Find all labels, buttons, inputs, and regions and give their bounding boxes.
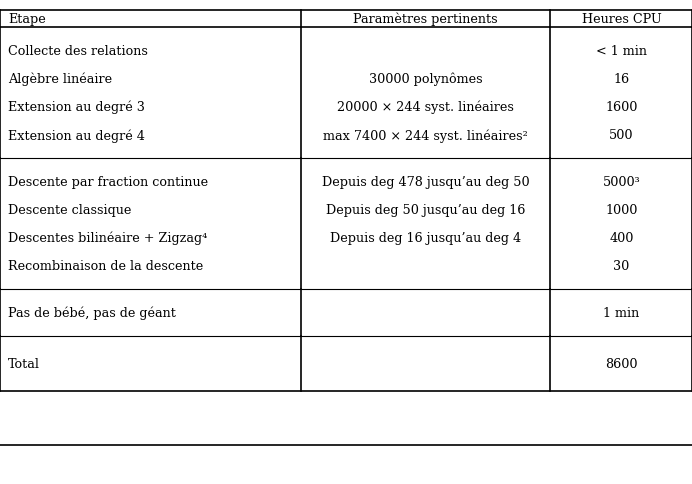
Text: Heures CPU: Heures CPU <box>581 13 662 26</box>
Text: 30000 polynômes: 30000 polynômes <box>369 73 482 86</box>
Text: Etape: Etape <box>8 13 46 26</box>
Text: Extension au degré 4: Extension au degré 4 <box>8 129 145 142</box>
Text: Extension au degré 3: Extension au degré 3 <box>8 101 145 114</box>
Text: Descente par fraction continue: Descente par fraction continue <box>8 176 208 188</box>
Text: Depuis deg 16 jusqu’au deg 4: Depuis deg 16 jusqu’au deg 4 <box>330 232 521 244</box>
Text: 5000³: 5000³ <box>603 176 640 188</box>
Text: 16: 16 <box>613 73 630 86</box>
Text: Depuis deg 478 jusqu’au deg 50: Depuis deg 478 jusqu’au deg 50 <box>322 176 529 188</box>
Text: Paramètres pertinents: Paramètres pertinents <box>354 13 498 26</box>
Text: 1600: 1600 <box>606 101 637 114</box>
Text: Pas de bébé, pas de géant: Pas de bébé, pas de géant <box>8 306 176 319</box>
Text: Collecte des relations: Collecte des relations <box>8 45 148 58</box>
Text: 500: 500 <box>609 129 634 142</box>
Text: Depuis deg 50 jusqu’au deg 16: Depuis deg 50 jusqu’au deg 16 <box>326 204 525 216</box>
Text: 400: 400 <box>609 232 634 244</box>
Text: 1000: 1000 <box>606 204 637 216</box>
Text: 1 min: 1 min <box>603 306 639 319</box>
Text: < 1 min: < 1 min <box>596 45 647 58</box>
Text: max 7400 × 244 syst. linéaires²: max 7400 × 244 syst. linéaires² <box>323 129 528 142</box>
Text: Total: Total <box>8 357 40 370</box>
Text: 30: 30 <box>613 260 630 272</box>
Text: Recombinaison de la descente: Recombinaison de la descente <box>8 260 203 272</box>
Text: 8600: 8600 <box>606 357 637 370</box>
Text: Descente classique: Descente classique <box>8 204 131 216</box>
Text: 20000 × 244 syst. linéaires: 20000 × 244 syst. linéaires <box>337 101 514 114</box>
Text: Descentes bilinéaire + Zigzag⁴: Descentes bilinéaire + Zigzag⁴ <box>8 231 208 245</box>
Text: Algèbre linéaire: Algèbre linéaire <box>8 73 112 86</box>
